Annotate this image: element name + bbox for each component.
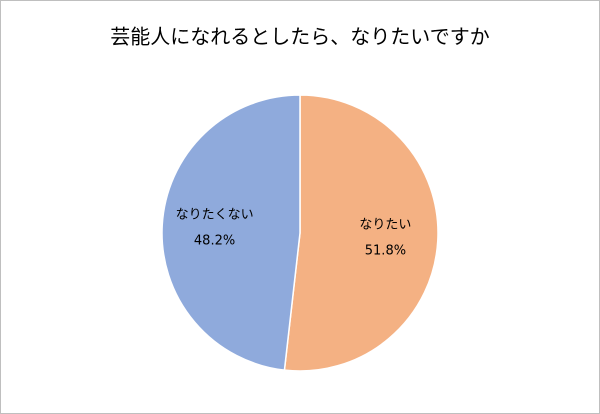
chart-title: 芸能人になれるとしたら、なりたいですか: [110, 25, 489, 49]
slice-value-label: 51.8%: [365, 243, 406, 258]
pie-slice: [283, 94, 439, 372]
slice-label: なりたい: [359, 217, 411, 232]
pie-slice: [161, 94, 301, 371]
slice-label: なりたくない: [176, 208, 254, 223]
slice-value-label: 48.2%: [194, 234, 235, 249]
